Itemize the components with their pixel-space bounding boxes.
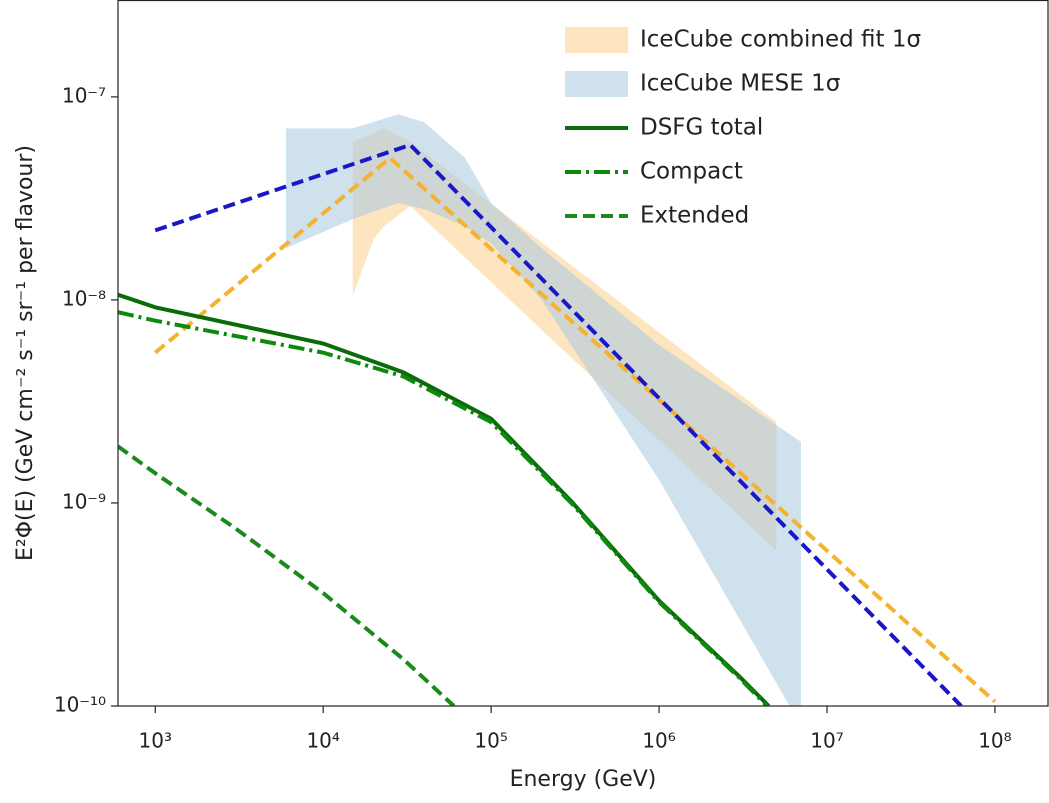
axes-frame: [117, 0, 1049, 707]
confidence-band: [285, 114, 801, 706]
y-tick-label: 10⁻⁹: [62, 489, 106, 513]
x-tick-label: 10⁴: [306, 729, 339, 753]
legend-swatch: [565, 71, 628, 97]
x-axis-label: Energy (GeV): [510, 767, 657, 792]
x-tick-label: 10⁷: [810, 729, 843, 753]
x-tick-label: 10⁶: [642, 729, 675, 753]
line: [154, 142, 963, 706]
legend-label: Compact: [640, 159, 743, 185]
plot-area: [118, 114, 997, 706]
legend-swatch: [565, 27, 628, 53]
legend-label: DSFG total: [640, 115, 763, 141]
y-axis-label: E²Φ(E) (GeV cm⁻² s⁻¹ sr⁻¹ per flavour): [13, 145, 38, 561]
line: [153, 155, 997, 704]
x-tick-label: 10³: [139, 729, 172, 753]
y-tick-label: 10⁻⁷: [62, 83, 106, 107]
line: [118, 444, 456, 706]
y-tick-label: 10⁻⁸: [62, 286, 106, 310]
legend-label: IceCube combined fit 1σ: [640, 27, 921, 53]
x-tick-label: 10⁵: [474, 729, 507, 753]
legend-label: Extended: [640, 203, 749, 229]
x-tick-label: 10⁸: [978, 729, 1011, 753]
legend-label: IceCube MESE 1σ: [640, 71, 840, 97]
y-tick-label: 10⁻¹⁰: [54, 693, 106, 717]
line: [118, 310, 770, 706]
